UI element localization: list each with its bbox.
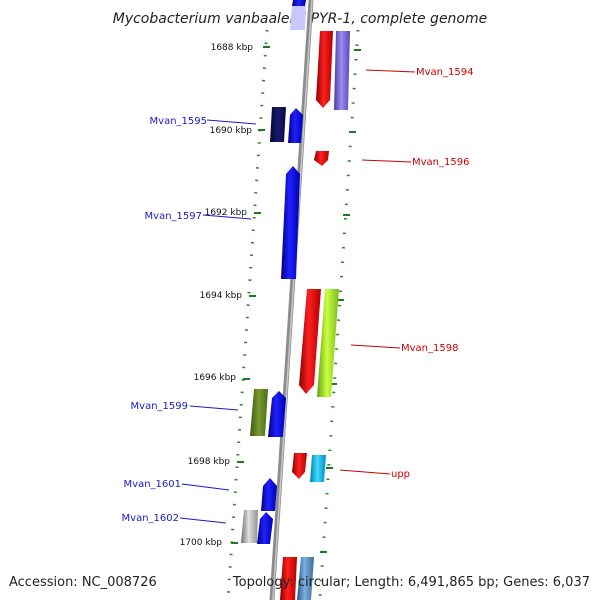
gene-mvan-1598-lime[interactable] — [317, 289, 339, 397]
gene-mvan-1597[interactable] — [281, 166, 300, 279]
gene-label-mvan-1595[interactable]: Mvan_1595 — [150, 116, 207, 127]
gene-partial-bottom-red[interactable] — [280, 557, 297, 600]
genome-backbone-highlight — [272, 0, 313, 600]
scale-label-1698: 1698 kbp — [188, 457, 231, 467]
gene-mvan-1598-red[interactable] — [299, 289, 321, 394]
gene-mvan-1599-blue[interactable] — [268, 391, 286, 437]
leader-mvan-1602 — [179, 517, 227, 524]
gene-label-mvan-1601[interactable]: Mvan_1601 — [124, 479, 181, 490]
gene-mvan-1594-purple[interactable] — [334, 31, 350, 110]
leader-mvan-1595 — [206, 119, 257, 125]
scale-label-1694: 1694 kbp — [200, 291, 243, 301]
scale-label-1690: 1690 kbp — [210, 126, 253, 136]
leader-mvan-1594 — [365, 69, 416, 73]
gene-label-mvan-1596[interactable]: Mvan_1596 — [412, 157, 469, 168]
gene-upp-cyan[interactable] — [310, 455, 326, 482]
label-leaders — [179, 69, 416, 524]
gene-partial-top-blue[interactable] — [292, 0, 306, 6]
gene-mvan-1595-blue[interactable] — [288, 108, 303, 143]
gene-mvan-1602-gray[interactable] — [241, 510, 258, 543]
scale-label-1692: 1692 kbp — [205, 208, 248, 218]
scale-label-1688: 1688 kbp — [211, 43, 254, 53]
genome-backbone — [269, 0, 314, 600]
gene-partial-bottom-steel[interactable] — [297, 557, 314, 600]
gene-mvan-1594-red[interactable] — [316, 31, 333, 108]
gene-label-mvan-1598[interactable]: Mvan_1598 — [401, 343, 458, 354]
leader-mvan-1601 — [181, 483, 230, 491]
leader-mvan-1597 — [202, 214, 252, 220]
gene-label-mvan-1599[interactable]: Mvan_1599 — [131, 401, 188, 412]
leader-mvan-1596 — [361, 159, 412, 163]
gene-mvan-1601[interactable] — [261, 478, 277, 511]
gene-partial-top-lavender[interactable] — [290, 6, 306, 30]
gene-mvan-1595-navy[interactable] — [270, 107, 286, 142]
gene-mvan-1602-blue[interactable] — [257, 512, 273, 544]
scale-label-1700: 1700 kbp — [180, 538, 223, 548]
scale-label-1696: 1696 kbp — [194, 373, 237, 383]
gene-label-upp[interactable]: upp — [391, 469, 410, 480]
gene-upp-red[interactable] — [292, 453, 307, 479]
leader-mvan-1598 — [350, 344, 401, 349]
gene-mvan-1599-olive[interactable] — [250, 389, 268, 436]
gene-label-mvan-1594[interactable]: Mvan_1594 — [416, 67, 473, 78]
accession-text: Accession: NC_008726 — [9, 575, 157, 590]
gene-label-mvan-1597[interactable]: Mvan_1597 — [145, 211, 202, 222]
topology-text: Topology: circular; Length: 6,491,865 bp… — [232, 575, 590, 590]
leader-upp — [339, 469, 391, 475]
gene-mvan-1596[interactable] — [314, 151, 329, 166]
gene-label-mvan-1602[interactable]: Mvan_1602 — [122, 513, 179, 524]
leader-mvan-1599 — [189, 405, 239, 411]
